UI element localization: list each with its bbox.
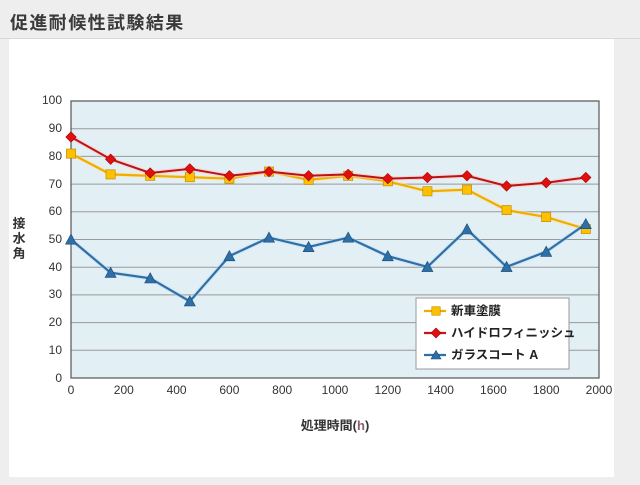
svg-text:70: 70 (49, 177, 63, 191)
svg-text:1200: 1200 (374, 383, 401, 397)
svg-text:ハイドロフィニッシュ: ハイドロフィニッシュ (451, 326, 576, 340)
svg-text:接: 接 (12, 216, 25, 231)
svg-text:1800: 1800 (533, 383, 560, 397)
svg-text:20: 20 (49, 315, 63, 329)
svg-text:50: 50 (49, 232, 63, 246)
svg-text:100: 100 (42, 93, 62, 107)
svg-text:60: 60 (49, 204, 63, 218)
svg-text:30: 30 (49, 287, 63, 301)
svg-text:10: 10 (49, 343, 63, 357)
svg-text:0: 0 (68, 383, 75, 397)
svg-text:新車塗膜: 新車塗膜 (451, 304, 502, 318)
svg-text:ガラスコート A: ガラスコート A (451, 348, 538, 362)
svg-text:400: 400 (167, 383, 187, 397)
svg-text:200: 200 (114, 383, 134, 397)
svg-text:80: 80 (49, 149, 63, 163)
svg-text:800: 800 (272, 383, 292, 397)
svg-text:処理時間(h): 処理時間(h) (301, 418, 370, 433)
svg-text:角: 角 (12, 246, 25, 261)
svg-text:600: 600 (219, 383, 239, 397)
svg-text:40: 40 (49, 260, 63, 274)
svg-text:2000: 2000 (586, 383, 613, 397)
svg-text:90: 90 (49, 121, 63, 135)
svg-text:1400: 1400 (427, 383, 454, 397)
svg-text:1600: 1600 (480, 383, 507, 397)
svg-text:水: 水 (12, 231, 25, 246)
svg-text:0: 0 (55, 371, 62, 385)
svg-text:1000: 1000 (322, 383, 349, 397)
